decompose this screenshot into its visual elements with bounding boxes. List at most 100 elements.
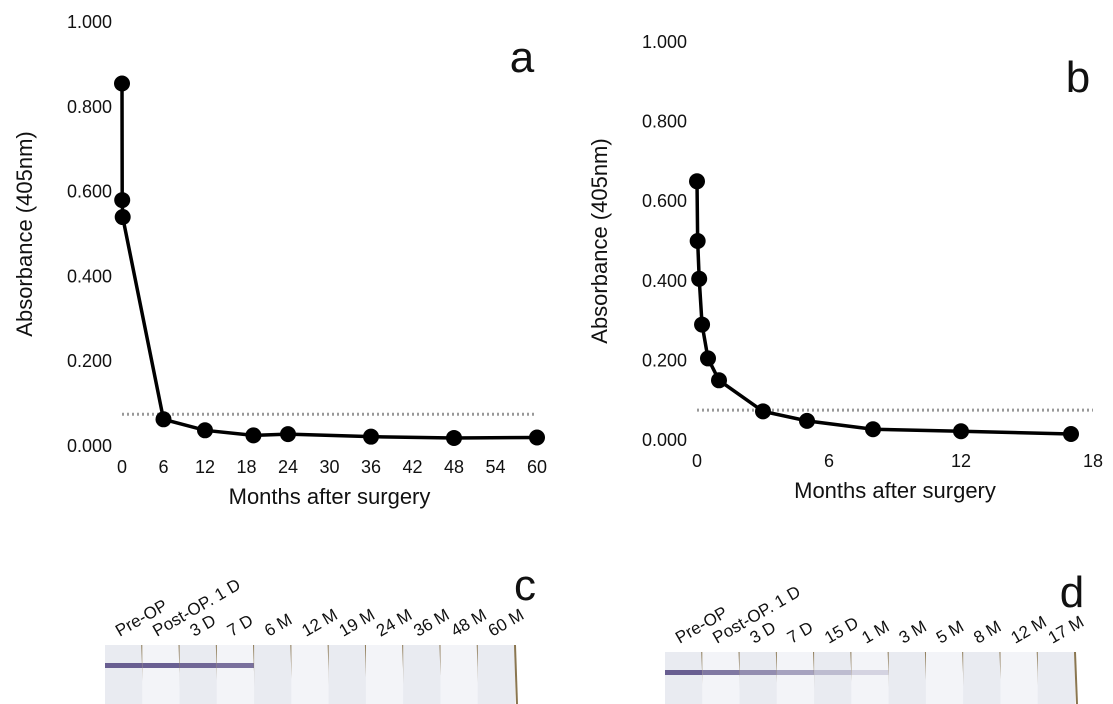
lane-label: 19 M xyxy=(336,605,378,640)
line xyxy=(695,181,1072,436)
strip-band xyxy=(851,670,889,675)
y-axis-label: Absorbance (405nm) xyxy=(587,138,612,343)
x-axis-label: Months after surgery xyxy=(794,478,996,503)
lane-label: 5 M xyxy=(933,617,967,648)
point xyxy=(197,422,213,439)
y-tick-label: 0.000 xyxy=(642,430,687,450)
point xyxy=(114,75,130,92)
strip-lane xyxy=(963,652,1001,704)
strip-band xyxy=(216,663,255,668)
lane-label: 1 M xyxy=(859,617,893,648)
lane-label: 12 M xyxy=(1008,612,1050,647)
strip-lane xyxy=(254,645,292,704)
y-tick-label: 0.800 xyxy=(67,97,112,117)
strip-band xyxy=(776,670,815,675)
panel-label: d xyxy=(1060,568,1084,617)
strip-band xyxy=(814,670,852,675)
strip-lane xyxy=(1000,652,1038,704)
point xyxy=(363,428,379,445)
strip-lane xyxy=(291,645,329,704)
point xyxy=(114,192,131,209)
y-tick-label: 1.000 xyxy=(642,32,687,52)
strip-lane xyxy=(477,645,515,704)
y-tick-label: 0.400 xyxy=(642,271,687,291)
point xyxy=(799,412,815,429)
panel-label: c xyxy=(514,561,536,610)
lane-label: 48 M xyxy=(448,605,490,640)
y-tick-label: 0.600 xyxy=(642,191,687,211)
strip-band xyxy=(665,670,703,675)
x-axis-label: Months after surgery xyxy=(229,484,431,509)
line xyxy=(120,83,538,440)
x-tick-label: 12 xyxy=(951,451,971,471)
strip-lane xyxy=(142,645,180,704)
point xyxy=(953,423,969,440)
strip-lane xyxy=(776,652,815,704)
point xyxy=(114,209,131,226)
x-tick-label: 0 xyxy=(692,451,702,471)
point xyxy=(694,316,711,333)
strip-band xyxy=(179,663,217,668)
lane-label: 8 M xyxy=(970,617,1004,648)
strip-band xyxy=(739,670,777,675)
strip-lane xyxy=(814,652,852,704)
strip-divider xyxy=(514,644,518,704)
strip-lane xyxy=(216,645,255,704)
x-tick-label: 12 xyxy=(195,457,215,477)
lane-label: 6 M xyxy=(261,610,295,641)
strip-lane xyxy=(365,645,404,704)
strip-lane xyxy=(328,645,366,704)
point xyxy=(155,411,172,428)
lane-label: 60 M xyxy=(485,605,527,640)
panel-label: a xyxy=(510,33,535,82)
x-tick-label: 18 xyxy=(236,457,256,477)
panel-label: b xyxy=(1066,53,1090,102)
x-tick-label: 30 xyxy=(319,457,339,477)
lane-label: 7 D xyxy=(784,618,816,648)
lane-label: 7 D xyxy=(224,611,256,641)
strip-lane xyxy=(702,652,740,704)
x-tick-label: 6 xyxy=(824,451,834,471)
point xyxy=(865,421,881,438)
x-tick-label: 6 xyxy=(158,457,168,477)
point xyxy=(689,233,706,249)
strip-divider xyxy=(1074,651,1078,704)
lane-label: 12 M xyxy=(299,605,341,640)
strip-lane xyxy=(888,652,926,704)
strip-lane xyxy=(925,652,964,704)
strip-lane xyxy=(665,652,703,704)
lane-label: 24 M xyxy=(373,605,415,640)
y-tick-label: 1.000 xyxy=(67,12,112,32)
lane-label: 3 M xyxy=(896,617,930,648)
strip-lane xyxy=(1037,652,1075,704)
x-tick-label: 36 xyxy=(361,457,381,477)
lane-label: 17 M xyxy=(1045,612,1087,647)
point xyxy=(755,403,771,420)
point xyxy=(529,429,545,446)
point xyxy=(691,270,708,287)
strip-band xyxy=(105,663,143,668)
strip-lane xyxy=(440,645,478,704)
lane-label: 36 M xyxy=(410,605,452,640)
x-tick-label: 60 xyxy=(527,457,547,477)
strip-lane xyxy=(739,652,777,704)
point xyxy=(446,429,462,446)
x-tick-label: 48 xyxy=(444,457,464,477)
y-axis-label: Absorbance (405nm) xyxy=(12,131,37,336)
lane-label: 15 D xyxy=(821,613,862,647)
y-tick-label: 0.600 xyxy=(67,182,112,202)
x-tick-label: 42 xyxy=(402,457,422,477)
point xyxy=(280,426,296,443)
x-tick-label: 0 xyxy=(117,457,127,477)
strip-lane xyxy=(179,645,217,704)
strip-lane xyxy=(105,645,143,704)
y-tick-label: 0.800 xyxy=(642,112,687,132)
point xyxy=(1063,426,1079,443)
strip-lane xyxy=(403,645,441,704)
strip-lane xyxy=(851,652,889,704)
point xyxy=(689,173,705,190)
strip-band xyxy=(142,663,180,668)
y-tick-label: 0.200 xyxy=(67,351,112,371)
x-tick-label: 54 xyxy=(485,457,505,477)
